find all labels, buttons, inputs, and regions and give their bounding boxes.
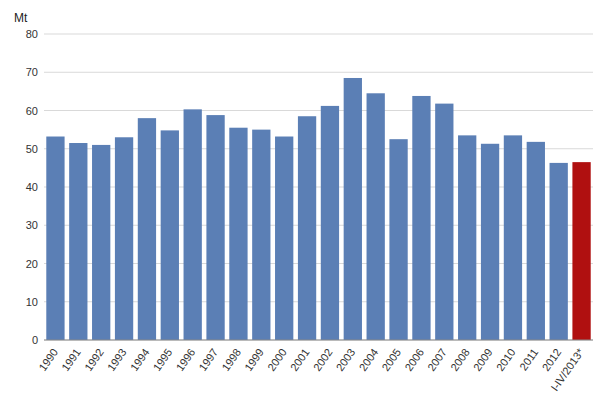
x-tick-label: 1993 (105, 346, 129, 373)
bar (252, 130, 270, 340)
y-tick-label: 20 (26, 258, 38, 270)
y-tick-label: 80 (26, 28, 38, 40)
y-tick-label: 70 (26, 66, 38, 78)
bar (298, 116, 316, 340)
x-tick-label: 1995 (151, 346, 175, 373)
x-tick-label: 1992 (82, 346, 106, 373)
x-tick-label: 1997 (196, 346, 220, 373)
y-tick-label: 30 (26, 219, 38, 231)
bar (344, 78, 362, 340)
x-tick-label: 1991 (59, 346, 83, 373)
bar (184, 109, 202, 340)
x-tick-label: 2010 (494, 346, 518, 373)
x-tick-label: 2006 (402, 346, 426, 373)
bar (69, 143, 87, 340)
x-tick-label: 2009 (471, 346, 495, 373)
y-tick-label: 0 (32, 334, 38, 346)
grid-line (44, 72, 593, 73)
bar (458, 135, 476, 340)
bar (275, 137, 293, 340)
bar (389, 139, 407, 340)
y-axis-label: Mt (14, 11, 28, 25)
x-axis-line (44, 340, 593, 341)
x-tick-label: 2011 (517, 346, 540, 372)
bar (527, 142, 545, 340)
x-tick-label: 2008 (448, 346, 472, 373)
bars (46, 78, 590, 340)
x-tick-label: I-IV/2013* (548, 346, 586, 394)
x-tick-label: 2005 (379, 346, 403, 373)
grid-line (44, 110, 593, 111)
y-tick-label: 60 (26, 105, 38, 117)
x-tick-label: 1996 (173, 346, 197, 373)
x-tick-label: 1990 (36, 346, 60, 373)
x-tick-label: 2003 (334, 346, 358, 373)
y-tick-label: 50 (26, 143, 38, 155)
bar (435, 104, 453, 340)
bar (550, 163, 568, 340)
y-tick-label: 40 (26, 181, 38, 193)
bar (412, 96, 430, 340)
bar (92, 145, 110, 340)
bar (115, 137, 133, 340)
bar (481, 144, 499, 340)
bar (367, 93, 385, 340)
y-grid (44, 34, 593, 340)
bar (504, 135, 522, 340)
x-tick-label: 1999 (242, 346, 266, 373)
grid-line (44, 34, 593, 35)
bar (321, 106, 339, 340)
y-tick-label: 10 (26, 296, 38, 308)
bar (138, 118, 156, 340)
bar (161, 130, 179, 340)
x-tick-label: 2001 (288, 346, 312, 373)
x-tick-label: 2004 (356, 346, 380, 373)
bar (206, 115, 224, 340)
chart-svg: 01020304050607080Mt199019911992199319941… (0, 0, 607, 418)
bar (46, 137, 64, 340)
x-tick-label: 1998 (219, 346, 243, 373)
chart-container: 01020304050607080Mt199019911992199319941… (0, 0, 607, 418)
x-tick-label: 2002 (311, 346, 335, 373)
x-tick-label: 1994 (128, 346, 152, 373)
x-tick-label: 2007 (425, 346, 449, 373)
x-tick-label: 2000 (265, 346, 289, 373)
grid-line (44, 340, 593, 341)
bar (572, 162, 590, 340)
bar (229, 128, 247, 340)
